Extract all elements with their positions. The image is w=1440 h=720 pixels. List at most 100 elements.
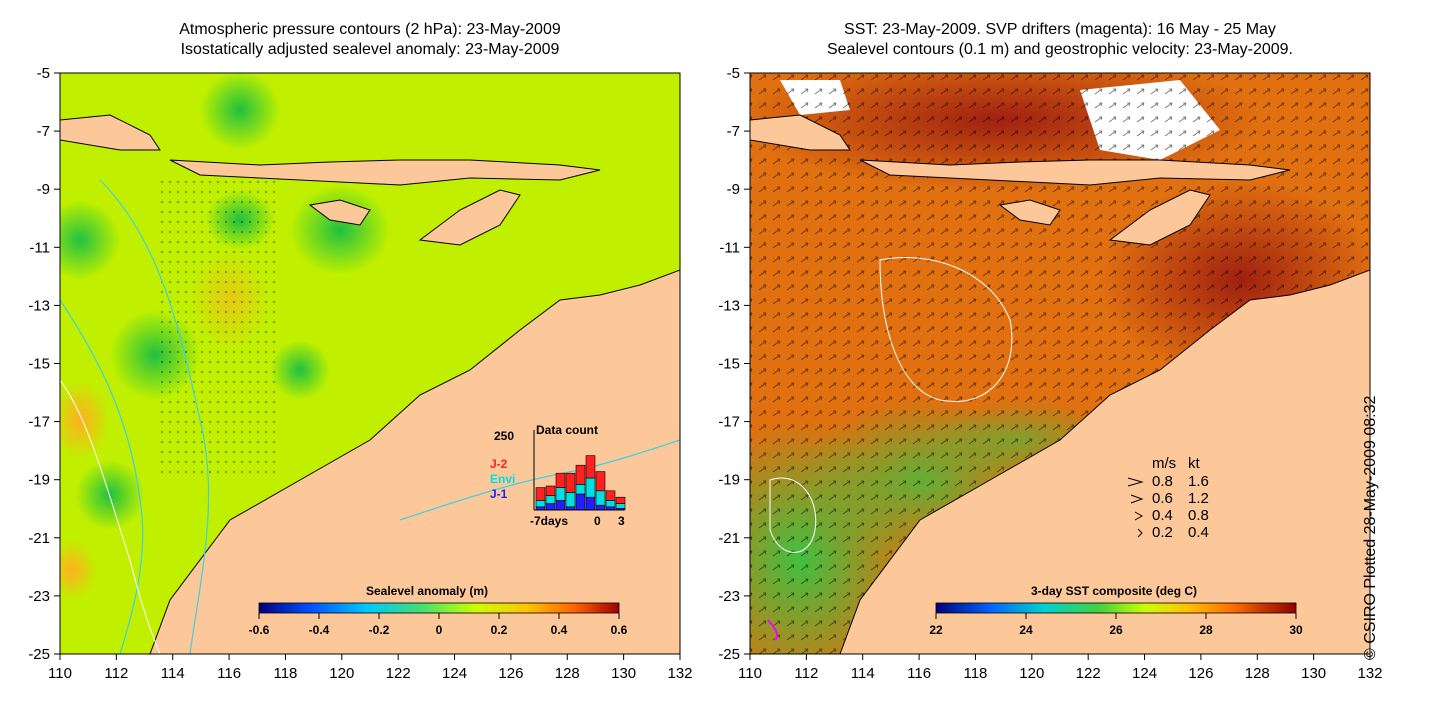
velocity-legend-ms: 0.4 <box>1152 507 1173 524</box>
lon-tick-label: 118 <box>963 665 987 682</box>
velocity-legend-kt: 1.2 <box>1188 490 1209 507</box>
velocity-arrow-icon <box>1130 494 1144 504</box>
right-title-line2: Sealevel contours (0.1 m) and geostrophi… <box>826 41 1293 58</box>
data-count-inset: Data count 250 J-2 Envi J-1 -7days 0 3 <box>490 423 626 528</box>
left-anomaly-blob <box>60 200 120 280</box>
data-count-bar-envi <box>595 490 606 506</box>
right-island-timor <box>1108 189 1211 246</box>
data-count-bar-j1 <box>555 500 566 511</box>
data-count-bar-envi <box>605 500 616 508</box>
data-count-bar-j2 <box>545 485 556 496</box>
data-count-xtick: 0 <box>594 514 601 528</box>
lon-tick-label: 114 <box>851 665 875 682</box>
lat-tick-label: -21 <box>718 530 740 547</box>
lat-tick-label: -25 <box>28 646 50 663</box>
data-count-title: Data count <box>536 423 598 437</box>
left-white-contour <box>60 379 161 654</box>
colorbar-tick-label: -0.4 <box>309 623 330 637</box>
velocity-legend-header-ms: m/s <box>1152 455 1176 472</box>
lon-tick-label: 122 <box>386 665 411 682</box>
velocity-legend-kt: 1.6 <box>1188 473 1209 490</box>
right-white-contour <box>769 477 817 553</box>
data-count-bar-j2 <box>585 455 596 479</box>
data-count-xtick: 3 <box>618 514 625 528</box>
left-cyan-contour <box>99 179 210 654</box>
lat-tick-label: -25 <box>718 646 740 663</box>
right-island-sumba <box>998 199 1061 226</box>
velocity-legend-ms: 0.6 <box>1152 490 1173 507</box>
velocity-arrow-icon <box>1134 511 1144 521</box>
lon-tick-label: 128 <box>1245 665 1270 682</box>
lat-tick-label: -5 <box>727 65 740 82</box>
lat-tick-label: -13 <box>28 297 50 314</box>
lat-tick-label: -17 <box>718 414 740 431</box>
lon-tick-label: 126 <box>1188 665 1213 682</box>
data-count-bar-j1 <box>585 496 596 511</box>
data-count-bar-j2 <box>615 496 626 504</box>
lat-tick-label: -9 <box>727 181 740 198</box>
data-count-bar-j2 <box>605 490 616 501</box>
lat-tick-label: -15 <box>28 356 50 373</box>
data-count-bar-j2 <box>555 472 566 488</box>
left-anomaly-blob <box>290 185 390 275</box>
lon-tick-label: 120 <box>1019 665 1044 682</box>
right-title: SST: 23-May-2009. SVP drifters (magenta)… <box>700 20 1420 60</box>
velocity-arrow-icon <box>1137 528 1143 538</box>
lon-tick-label: 112 <box>104 665 128 682</box>
lat-tick-label: -7 <box>37 123 50 140</box>
left-island-sumba <box>308 199 371 226</box>
lat-tick-label: -7 <box>727 123 740 140</box>
legend-series-j1: J-1 <box>490 487 508 501</box>
data-count-bar-envi <box>545 495 556 504</box>
lon-tick-label: 110 <box>738 665 762 682</box>
lat-tick-label: -19 <box>28 472 50 489</box>
left-colorbar: Sealevel anomaly (m) -0.6 -0.4 -0.2 0 0.2 0.4… <box>249 584 628 637</box>
data-count-bar-envi <box>535 500 546 508</box>
lon-tick-label: 124 <box>1132 665 1157 682</box>
lon-tick-label: 112 <box>794 665 818 682</box>
legend-series-j2: J-2 <box>490 457 508 471</box>
lon-tick-label: 126 <box>498 665 523 682</box>
velocity-legend-kt: 0.8 <box>1188 507 1209 524</box>
left-australia-land <box>149 269 680 654</box>
colorbar-tick-label: 30 <box>1289 623 1303 637</box>
right-white-contour <box>879 257 1013 402</box>
data-count-bar-j1 <box>595 504 606 511</box>
right-drifter-track <box>767 619 778 641</box>
lon-tick-label: 114 <box>161 665 185 682</box>
data-count-bar-j2 <box>595 471 606 492</box>
left-title: Atmospheric pressure contours (2 hPa): 2… <box>60 20 680 60</box>
data-count-bar-envi <box>585 477 596 498</box>
lon-tick-label: 110 <box>48 665 72 682</box>
lon-tick-label: 132 <box>1357 665 1382 682</box>
data-count-bar-envi <box>575 484 586 495</box>
left-island-chain <box>169 159 601 186</box>
velocity-legend-kt: 0.4 <box>1188 524 1209 541</box>
lon-tick-label: 116 <box>217 665 241 682</box>
lon-tick-label: 116 <box>907 665 931 682</box>
colorbar-tick-label: 28 <box>1199 623 1213 637</box>
lon-tick-label: 118 <box>273 665 297 682</box>
lon-tick-label: 124 <box>442 665 467 682</box>
right-colorbar-gradient <box>935 602 1297 614</box>
data-count-bar-envi <box>615 503 626 509</box>
left-dotted-region <box>160 180 280 480</box>
colorbar-tick-label: 0.4 <box>551 623 568 637</box>
axis-ticks: 110 112 114 116 118 120 122 124 126 128 130 132 -5 -7… <box>28 65 1382 682</box>
lat-tick-label: -11 <box>719 239 740 256</box>
lon-tick-label: 120 <box>329 665 354 682</box>
lat-tick-label: -15 <box>718 356 740 373</box>
credit-label: © CSIRO Plotted 28-May-2009 08:32 <box>1362 395 1379 660</box>
left-anomaly-blob <box>75 460 145 530</box>
colorbar-tick-label: 0.2 <box>491 623 508 637</box>
velocity-legend-header-kt: kt <box>1188 455 1201 472</box>
right-island-chain <box>859 159 1291 186</box>
left-anomaly-blob <box>60 540 97 600</box>
lat-tick-label: -21 <box>28 530 50 547</box>
lat-tick-label: -13 <box>718 297 740 314</box>
left-island-java <box>60 114 161 151</box>
lat-tick-label: -9 <box>37 181 50 198</box>
velocity-legend-ms: 0.2 <box>1152 524 1173 541</box>
left-anomaly-blob <box>60 380 110 460</box>
lat-tick-label: -19 <box>718 472 740 489</box>
